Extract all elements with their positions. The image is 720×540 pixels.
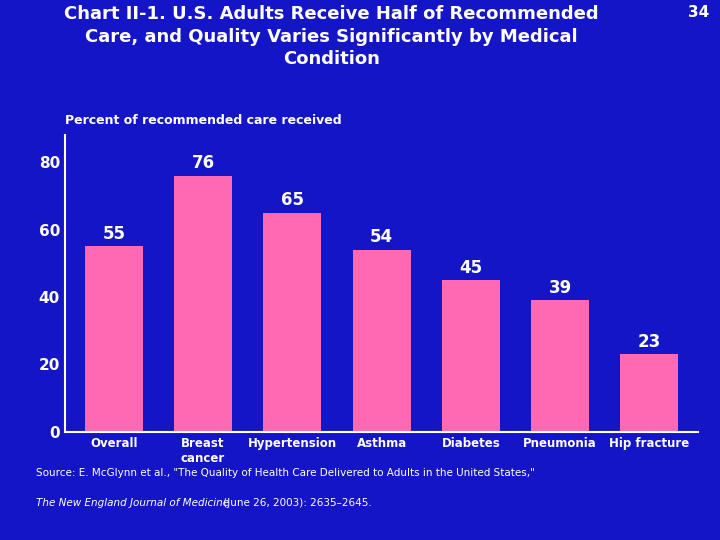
Bar bbox=[264, 213, 321, 432]
Bar bbox=[174, 176, 232, 432]
Text: 54: 54 bbox=[370, 228, 393, 246]
Text: The New England Journal of Medicine: The New England Journal of Medicine bbox=[36, 497, 229, 508]
Text: 65: 65 bbox=[281, 191, 304, 209]
Text: Chart II-1. U.S. Adults Receive Half of Recommended
Care, and Quality Varies Sig: Chart II-1. U.S. Adults Receive Half of … bbox=[64, 5, 598, 68]
Text: 76: 76 bbox=[192, 154, 215, 172]
Text: Source: E. McGlynn et al., "The Quality of Health Care Delivered to Adults in th: Source: E. McGlynn et al., "The Quality … bbox=[36, 468, 535, 478]
Bar bbox=[353, 249, 410, 432]
Text: 45: 45 bbox=[459, 259, 482, 276]
Text: 23: 23 bbox=[638, 333, 661, 351]
Bar bbox=[621, 354, 678, 432]
Bar bbox=[85, 246, 143, 432]
Text: (June 26, 2003): 2635–2645.: (June 26, 2003): 2635–2645. bbox=[220, 497, 372, 508]
Text: 34: 34 bbox=[688, 5, 709, 21]
Text: 55: 55 bbox=[102, 225, 125, 243]
Bar bbox=[531, 300, 589, 432]
Text: 39: 39 bbox=[549, 279, 572, 297]
Bar bbox=[442, 280, 500, 432]
Text: Percent of recommended care received: Percent of recommended care received bbox=[65, 114, 341, 127]
